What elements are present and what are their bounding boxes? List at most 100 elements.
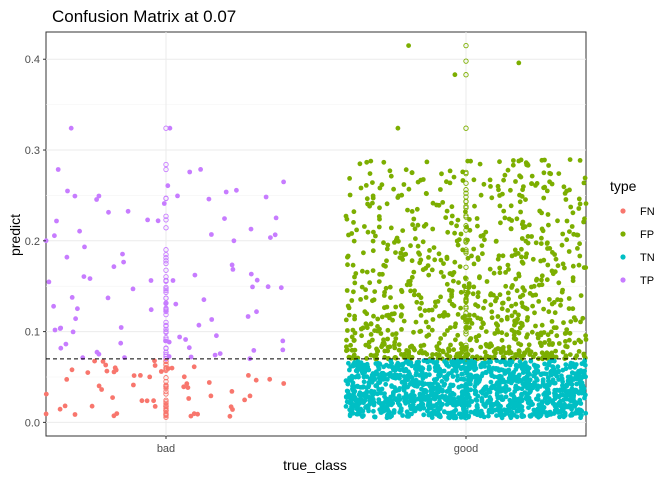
point-fp <box>351 289 356 295</box>
point-fn <box>62 403 68 409</box>
point-fp <box>387 168 393 174</box>
point-fp <box>361 250 366 256</box>
point-tn <box>365 367 371 373</box>
point-fp <box>540 356 545 362</box>
point-fp <box>372 289 378 294</box>
point-tn <box>389 383 394 389</box>
point-tn <box>431 408 437 414</box>
point-fp <box>561 184 567 190</box>
point-fp <box>524 306 530 312</box>
point-tn <box>557 414 562 420</box>
point-fp <box>544 188 550 194</box>
point-tn <box>414 380 419 385</box>
point-tp <box>55 167 61 172</box>
point-fp <box>406 349 412 354</box>
point-fp <box>520 187 525 193</box>
point-fp <box>387 284 393 290</box>
point-fp <box>411 216 417 222</box>
point-tn <box>421 405 427 411</box>
point-tn <box>444 376 450 382</box>
point-fp <box>447 168 453 174</box>
point-fn <box>152 404 158 409</box>
point-fp <box>520 219 526 225</box>
point-fp <box>447 298 453 304</box>
point-fn <box>253 377 259 383</box>
point-tn <box>436 373 442 379</box>
point-tn <box>568 374 573 380</box>
point-fp <box>358 185 364 191</box>
point-tn <box>558 392 564 398</box>
point-fp <box>483 329 489 334</box>
point-tn <box>535 369 540 375</box>
point-tn <box>468 363 473 368</box>
point-tp <box>58 345 64 351</box>
point-fp <box>512 318 517 324</box>
point-tn <box>490 383 496 389</box>
point-fp <box>370 238 376 244</box>
point-fp <box>345 262 350 268</box>
point-fp <box>567 352 573 357</box>
point-tn <box>427 384 433 390</box>
point-fp <box>463 72 469 78</box>
point-fp <box>513 301 519 307</box>
point-tn <box>412 408 418 414</box>
point-fp <box>563 339 568 344</box>
point-fp <box>505 308 511 313</box>
point-tp <box>188 354 194 360</box>
point-fp <box>458 289 464 295</box>
point-fp <box>455 312 461 317</box>
point-fn <box>163 388 169 395</box>
point-fp <box>520 323 525 328</box>
point-fp <box>505 167 511 173</box>
point-fp <box>516 273 522 279</box>
point-fp <box>529 329 535 335</box>
point-fp <box>418 177 424 183</box>
point-tn <box>366 383 372 388</box>
point-tp <box>163 329 169 336</box>
point-fp <box>401 318 407 324</box>
point-fp <box>393 331 399 337</box>
point-tn <box>468 409 474 415</box>
point-fp <box>514 288 520 294</box>
point-tn <box>427 401 433 407</box>
point-tn <box>451 415 457 421</box>
point-tn <box>582 358 588 364</box>
point-tn <box>463 396 469 403</box>
point-fn <box>104 368 110 374</box>
point-fp <box>517 192 522 198</box>
point-fp <box>463 187 469 193</box>
point-fp <box>581 180 587 186</box>
point-tn <box>583 374 588 380</box>
point-fn <box>163 400 169 407</box>
point-tp <box>77 228 82 234</box>
point-fp <box>511 329 517 335</box>
point-tp <box>163 345 169 351</box>
point-tn <box>571 398 577 404</box>
point-fp <box>421 342 427 348</box>
point-fp <box>570 278 576 284</box>
point-tp <box>51 303 56 309</box>
point-fp <box>371 353 377 359</box>
point-fp <box>417 252 422 257</box>
point-fp <box>420 239 426 245</box>
point-tn <box>413 372 419 378</box>
point-fp <box>400 228 406 234</box>
point-fp <box>578 293 584 298</box>
point-fp <box>430 317 436 322</box>
point-fp <box>549 301 555 307</box>
point-tn <box>402 398 408 404</box>
point-fn <box>169 365 175 371</box>
point-tn <box>343 378 349 384</box>
point-tp <box>273 215 279 221</box>
point-fp <box>441 274 446 279</box>
point-fp <box>459 342 465 348</box>
point-fp <box>548 329 554 335</box>
point-fp <box>517 352 523 358</box>
point-fp <box>475 294 481 300</box>
point-tn <box>502 371 508 376</box>
point-fp <box>487 177 493 183</box>
point-fp <box>473 302 478 308</box>
point-tp <box>96 193 102 199</box>
point-fp <box>527 222 532 228</box>
point-tn <box>410 392 416 398</box>
